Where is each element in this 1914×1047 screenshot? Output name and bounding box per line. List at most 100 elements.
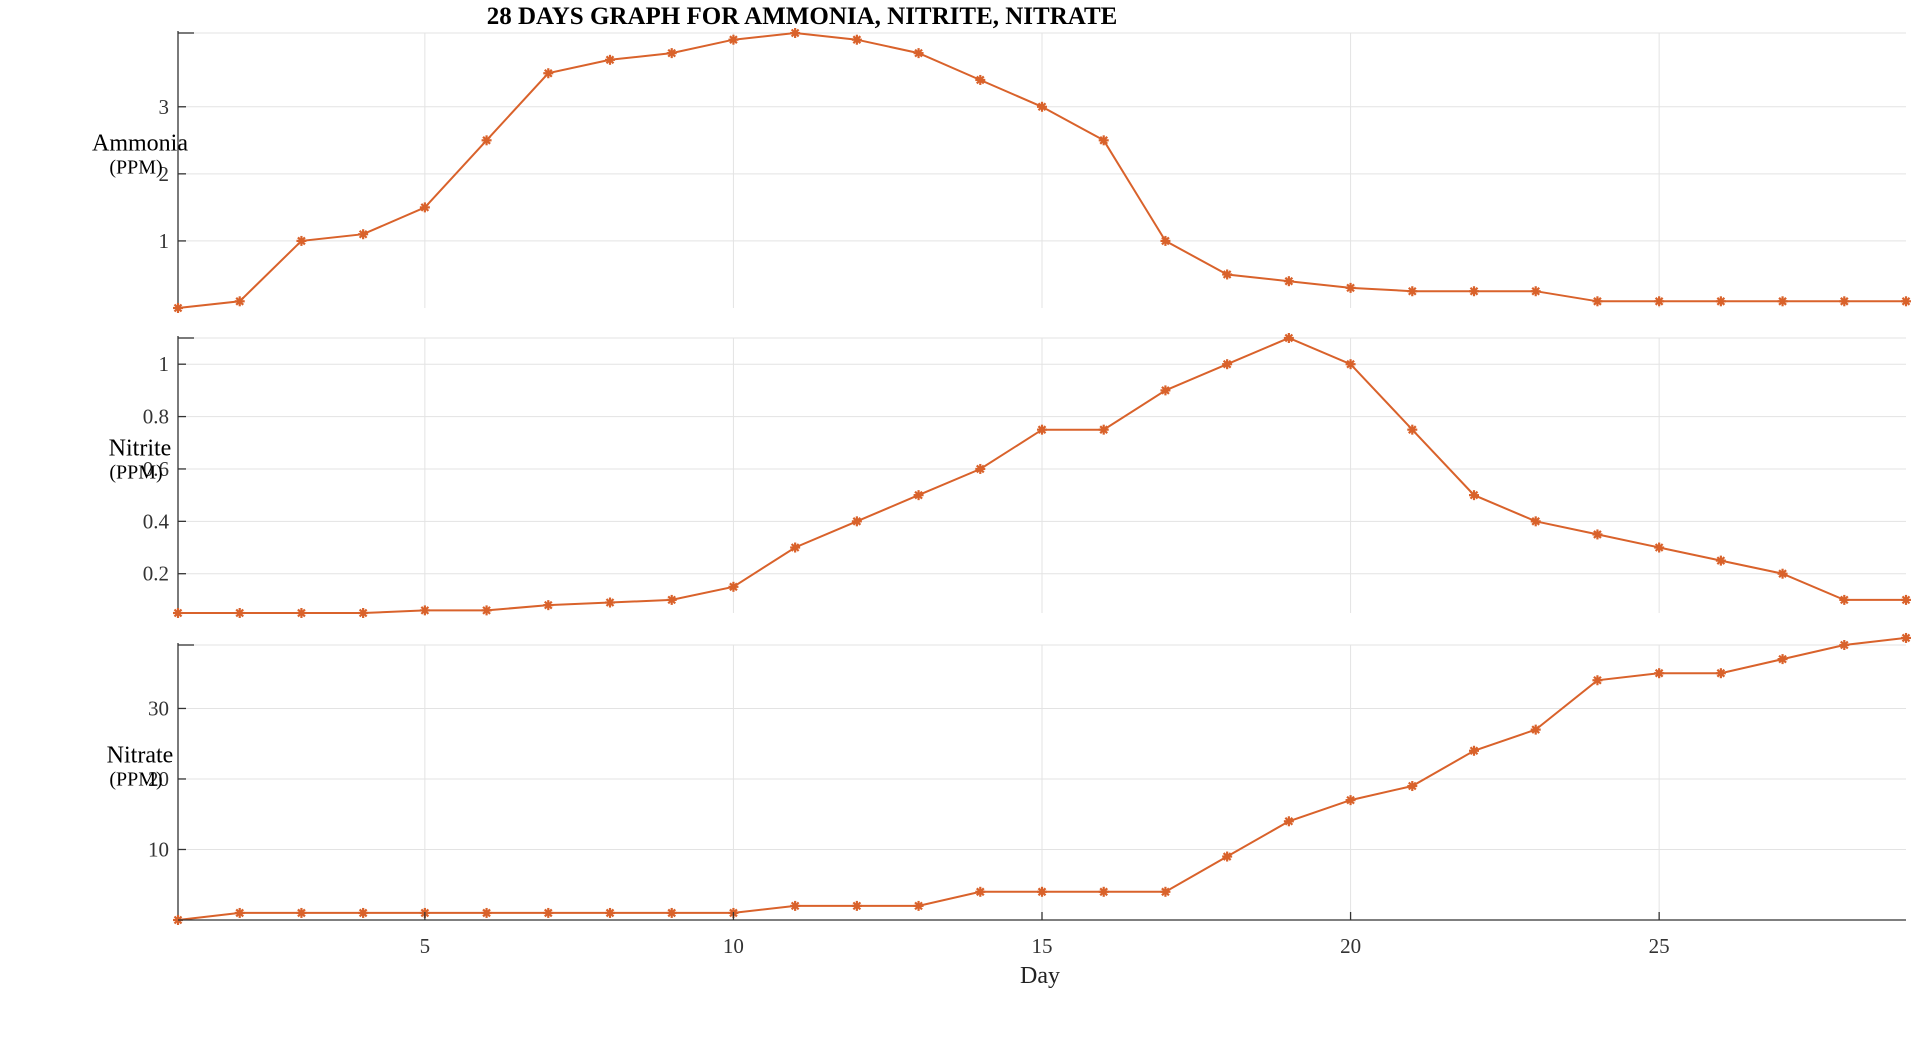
data-point bbox=[234, 608, 245, 618]
data-point bbox=[1283, 333, 1294, 343]
data-point bbox=[1345, 282, 1356, 293]
data-point bbox=[851, 900, 862, 911]
y-axis-label: Nitrate bbox=[107, 743, 174, 769]
marker-stroke bbox=[1161, 236, 1170, 246]
data-point bbox=[851, 516, 862, 527]
marker-stroke bbox=[1840, 595, 1849, 605]
data-point bbox=[605, 54, 615, 65]
marker-stroke bbox=[235, 297, 244, 306]
y-tick-label: 0.6 bbox=[143, 457, 169, 481]
y-tick-label: 3 bbox=[159, 95, 170, 119]
marker-stroke bbox=[1099, 425, 1108, 434]
marker-stroke bbox=[914, 48, 923, 58]
x-axis-label: Day bbox=[1020, 963, 1060, 989]
marker-stroke bbox=[1161, 386, 1170, 395]
marker-stroke bbox=[1593, 530, 1602, 539]
data-point bbox=[728, 581, 739, 592]
marker-stroke bbox=[1099, 136, 1108, 145]
subplot-nitrate: 10 20 30 Nitrate(PPM) 5 10 15 20 25 bbox=[107, 632, 1911, 958]
subplot-ammonia: 1 2 3 Ammonia(PPM) bbox=[92, 28, 1911, 313]
data-point bbox=[419, 202, 430, 213]
marker-stroke bbox=[235, 908, 244, 918]
marker-stroke bbox=[1901, 297, 1911, 306]
data-point bbox=[358, 229, 369, 240]
data-point bbox=[1654, 668, 1665, 679]
marker-stroke bbox=[1284, 276, 1294, 286]
data-point bbox=[975, 74, 986, 85]
data-point bbox=[1901, 296, 1911, 307]
data-point bbox=[666, 594, 677, 605]
data-point bbox=[1098, 424, 1109, 435]
data-point bbox=[666, 48, 677, 59]
marker-stroke bbox=[1099, 887, 1108, 897]
marker-stroke bbox=[1346, 795, 1355, 805]
marker-stroke bbox=[482, 606, 491, 615]
data-point bbox=[1283, 276, 1294, 287]
data-point bbox=[913, 490, 924, 501]
marker-stroke bbox=[1469, 286, 1479, 296]
marker-stroke bbox=[1408, 781, 1417, 791]
marker-stroke bbox=[790, 901, 800, 911]
marker-stroke bbox=[1346, 283, 1355, 293]
y-tick-label: 30 bbox=[148, 696, 169, 720]
marker-stroke bbox=[1161, 887, 1170, 897]
data-point bbox=[1222, 359, 1233, 370]
marker-stroke bbox=[1037, 102, 1047, 112]
data-point bbox=[1098, 135, 1109, 146]
x-tick-label: 10 bbox=[723, 934, 744, 958]
data-point bbox=[481, 135, 492, 146]
data-point bbox=[605, 907, 615, 918]
marker-stroke bbox=[358, 908, 368, 918]
data-point bbox=[358, 608, 369, 618]
marker-stroke bbox=[667, 908, 676, 918]
marker-stroke bbox=[729, 35, 738, 44]
marker-stroke bbox=[297, 908, 306, 918]
y-tick-label: 1 bbox=[159, 229, 170, 253]
data-point bbox=[1345, 795, 1356, 806]
data-point bbox=[296, 608, 307, 618]
data-point bbox=[1530, 286, 1541, 297]
data-point bbox=[1530, 724, 1541, 735]
data-point bbox=[1222, 269, 1233, 280]
data-point bbox=[790, 28, 801, 38]
data-point bbox=[234, 907, 245, 918]
marker-stroke bbox=[1654, 297, 1664, 306]
marker-stroke bbox=[297, 608, 306, 618]
data-point bbox=[543, 68, 554, 79]
data-point bbox=[1592, 675, 1603, 686]
marker-stroke bbox=[482, 908, 491, 918]
data-point bbox=[1901, 594, 1911, 605]
marker-stroke bbox=[1778, 297, 1787, 306]
marker-stroke bbox=[420, 203, 430, 212]
data-point bbox=[1037, 886, 1047, 897]
marker-stroke bbox=[1346, 359, 1355, 369]
marker-stroke bbox=[358, 608, 368, 618]
y-tick-label: 0.2 bbox=[143, 562, 169, 586]
data-point bbox=[1715, 296, 1726, 307]
marker-stroke bbox=[729, 582, 738, 592]
data-point bbox=[358, 907, 369, 918]
data-point bbox=[1530, 516, 1541, 527]
data-point bbox=[1407, 781, 1418, 792]
marker-stroke bbox=[544, 908, 553, 918]
data-point bbox=[1098, 886, 1109, 897]
marker-stroke bbox=[1222, 270, 1232, 279]
marker-stroke bbox=[1654, 543, 1664, 552]
marker-stroke bbox=[235, 608, 244, 618]
data-point bbox=[1160, 235, 1171, 246]
y-axis-unit: (PPM) bbox=[109, 462, 162, 484]
marker-stroke bbox=[544, 68, 553, 78]
marker-stroke bbox=[1716, 556, 1726, 565]
data-point bbox=[1222, 851, 1233, 862]
y-tick-label: 0.8 bbox=[143, 405, 169, 429]
data-point bbox=[173, 303, 183, 313]
y-tick-label: 1 bbox=[159, 352, 170, 376]
marker-stroke bbox=[1840, 640, 1849, 650]
data-point bbox=[790, 542, 801, 553]
marker-stroke bbox=[1901, 633, 1911, 643]
marker-stroke bbox=[1531, 725, 1540, 734]
marker-stroke bbox=[1037, 425, 1047, 434]
data-point bbox=[1654, 296, 1665, 307]
x-tick-label: 5 bbox=[420, 934, 431, 958]
